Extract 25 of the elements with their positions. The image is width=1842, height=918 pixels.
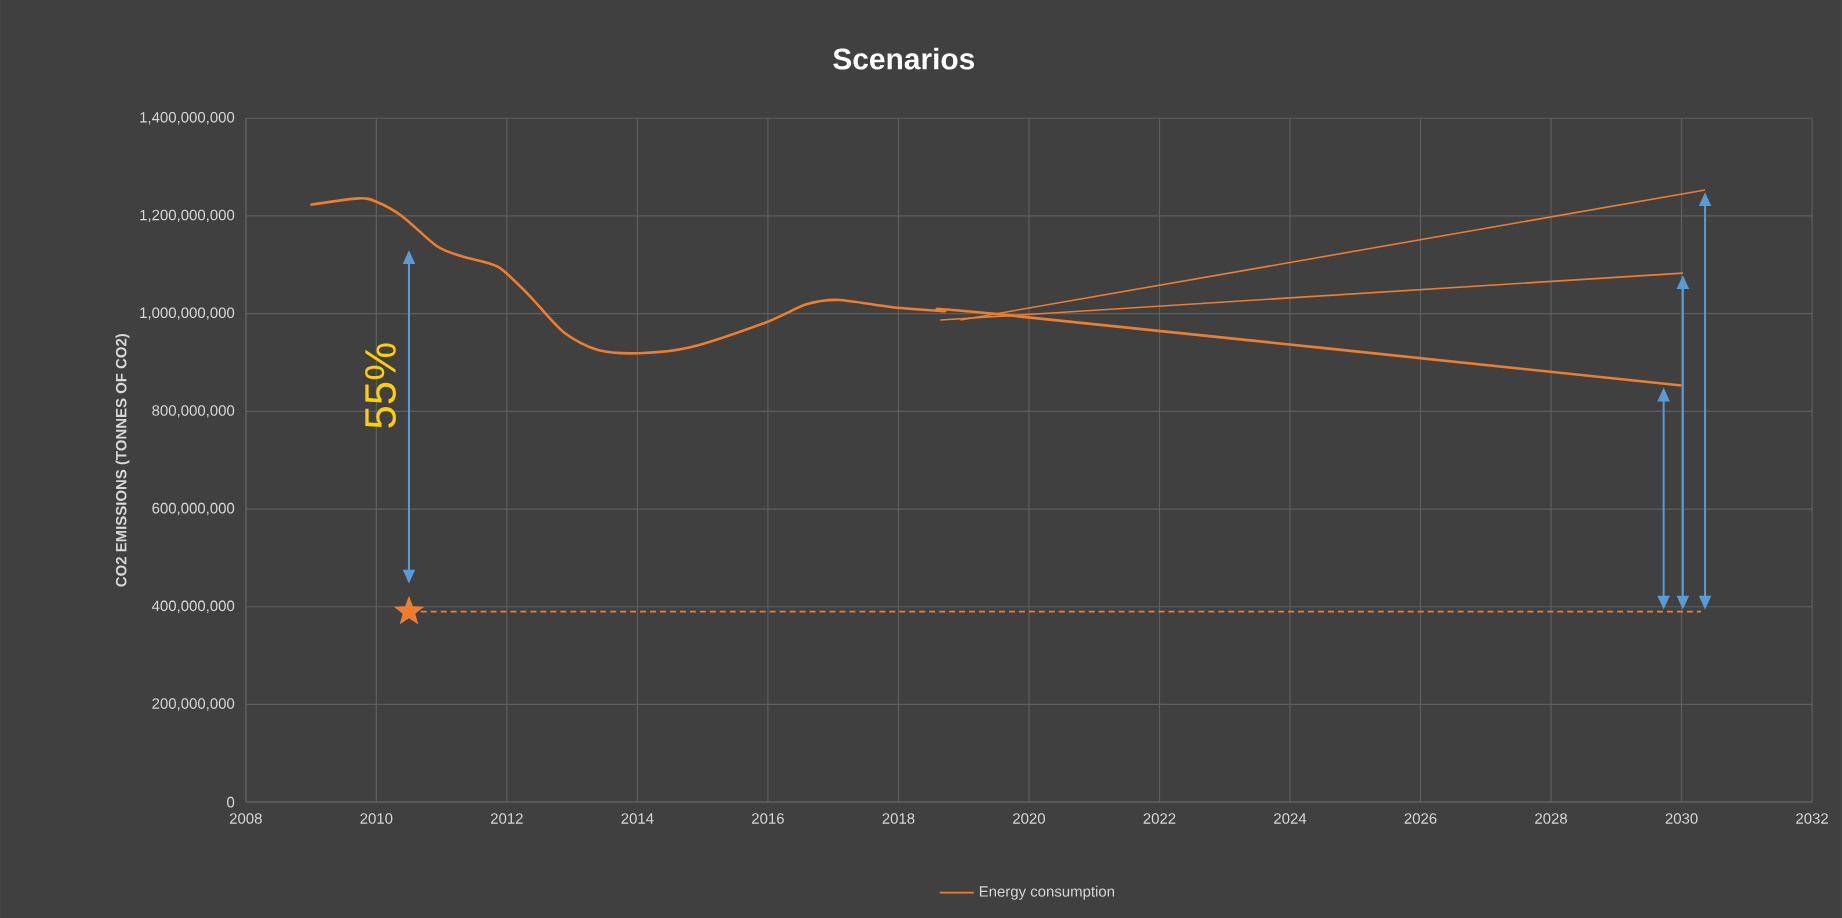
x-tick-label: 2024 [1274, 813, 1307, 824]
x-tick-label: 2022 [1143, 813, 1176, 824]
y-tick-label: 1,400,000,000 [140, 111, 235, 125]
y-tick-label: 0 [227, 796, 235, 808]
annotation: 55% [365, 343, 396, 428]
y-tick-label: 400,000,000 [151, 600, 235, 613]
x-tick-label: 2028 [1535, 813, 1568, 824]
y-tick-label: 800,000,000 [152, 405, 235, 418]
x-tick-label: 2020 [1013, 813, 1045, 824]
x-tick-label: 2018 [882, 813, 915, 824]
x-tick-label: 2026 [1404, 813, 1437, 824]
x-tick-label: 2014 [621, 813, 654, 824]
x-tick-label: 2016 [752, 813, 784, 824]
legend-label: Energy consumption [979, 885, 1115, 900]
y-tick-label: 200,000,000 [152, 698, 235, 711]
x-tick-label: 2012 [490, 813, 523, 824]
x-tick-label: 2030 [1665, 813, 1698, 824]
y-axis-title: CO2 EMISSIONS (TONNES OF CO2) [115, 333, 130, 587]
y-tick-label: 600,000,000 [152, 502, 235, 516]
y-tick-label: 1,200,000,000 [140, 209, 235, 222]
x-tick-label: 2032 [1796, 813, 1828, 824]
y-tick-label: 1,000,000,000 [140, 307, 235, 320]
x-tick-label: 2008 [229, 813, 262, 824]
x-tick-label: 2010 [360, 813, 393, 824]
chart-title: Scenarios [833, 47, 975, 70]
